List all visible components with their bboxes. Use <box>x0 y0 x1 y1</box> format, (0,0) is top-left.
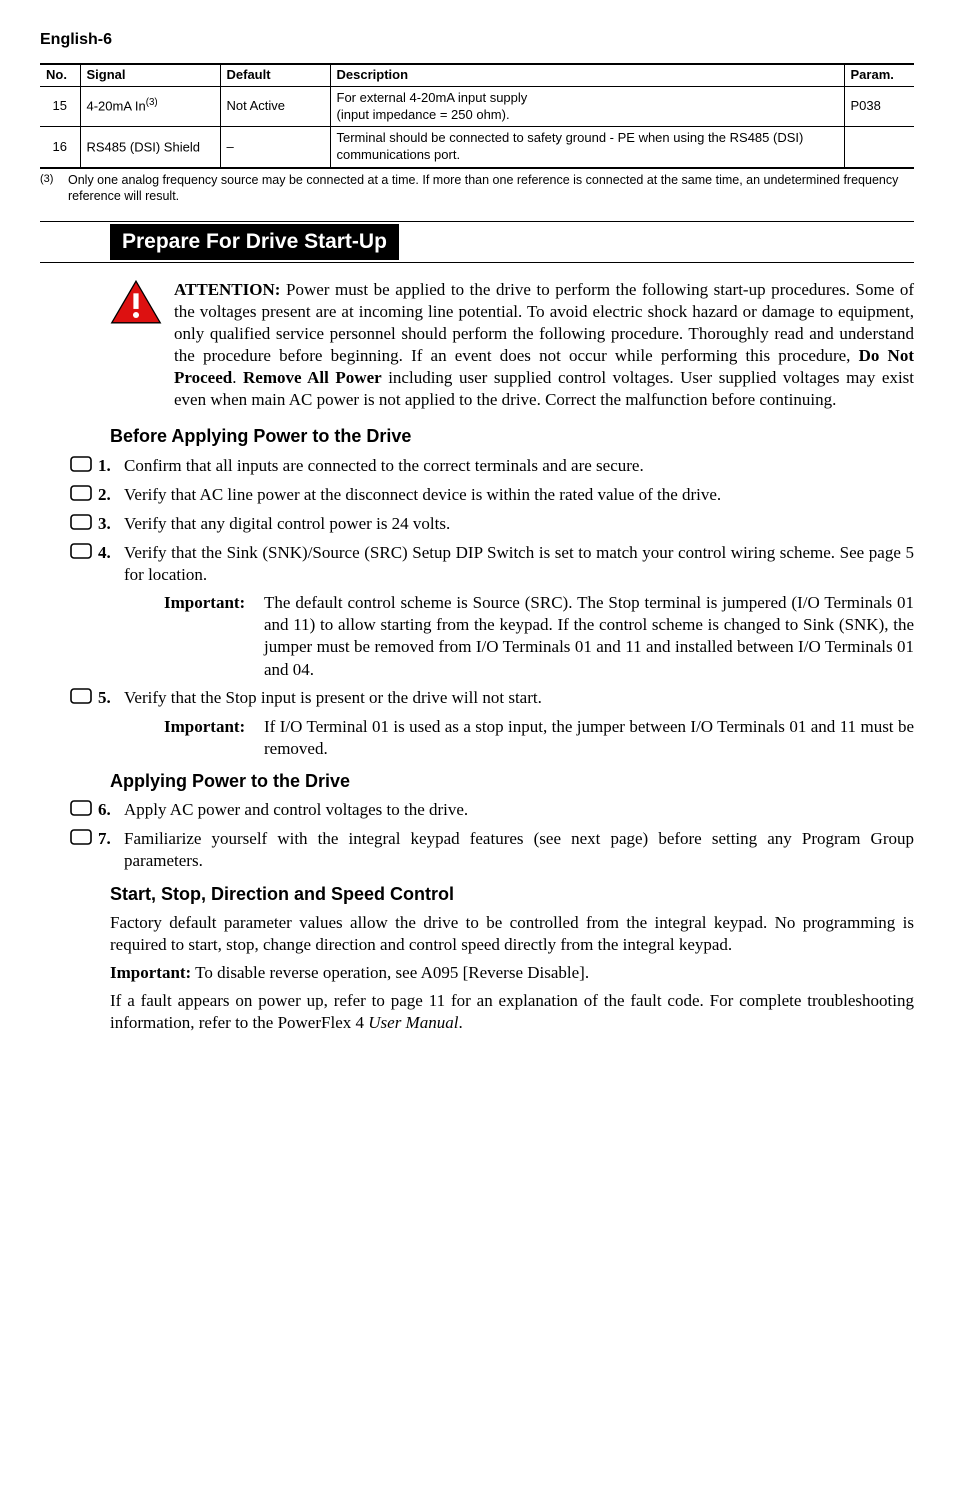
sssc-heading: Start, Stop, Direction and Speed Control <box>110 883 914 906</box>
step-num: 3. <box>98 513 124 536</box>
check-item: 2. Verify that AC line power at the disc… <box>40 484 914 507</box>
cell-signal: RS485 (DSI) Shield <box>80 127 220 168</box>
signal-table: No. Signal Default Description Param. 15… <box>40 63 914 169</box>
check-item: 3. Verify that any digital control power… <box>40 513 914 536</box>
section-title-wrap: Prepare For Drive Start-Up <box>40 221 914 263</box>
checkbox-icon <box>70 484 98 507</box>
table-header-row: No. Signal Default Description Param. <box>40 64 914 86</box>
th-signal: Signal <box>80 64 220 86</box>
important-block: Important: The default control scheme is… <box>164 592 914 680</box>
step-text: Verify that AC line power at the disconn… <box>124 484 914 507</box>
footnote: (3) Only one analog frequency source may… <box>40 173 914 204</box>
step-text: Familiarize yourself with the integral k… <box>124 828 914 872</box>
applying-heading: Applying Power to the Drive <box>110 770 914 793</box>
step-text: Verify that the Sink (SNK)/Source (SRC) … <box>124 542 914 586</box>
checkbox-icon <box>70 513 98 536</box>
checklist-before: 1. Confirm that all inputs are connected… <box>40 455 914 586</box>
checkbox-icon <box>70 455 98 478</box>
th-param: Param. <box>844 64 914 86</box>
th-no: No. <box>40 64 80 86</box>
step-num: 4. <box>98 542 124 586</box>
check-item: 6. Apply AC power and control voltages t… <box>40 799 914 822</box>
check-item: 7. Familiarize yourself with the integra… <box>40 828 914 872</box>
important-label: Important: <box>164 592 264 680</box>
attention-block: ATTENTION: Power must be applied to the … <box>110 279 914 412</box>
step-num: 7. <box>98 828 124 872</box>
important-text: If I/O Terminal 01 is used as a stop inp… <box>264 716 914 760</box>
section-title: Prepare For Drive Start-Up <box>110 224 399 260</box>
important-inline: Important: To disable reverse operation,… <box>110 962 914 984</box>
checklist-apply: 6. Apply AC power and control voltages t… <box>40 799 914 872</box>
checkbox-icon <box>70 799 98 822</box>
cell-no: 15 <box>40 86 80 127</box>
th-default: Default <box>220 64 330 86</box>
attention-text: ATTENTION: Power must be applied to the … <box>174 279 914 412</box>
step-text: Confirm that all inputs are connected to… <box>124 455 914 478</box>
final-para: If a fault appears on power up, refer to… <box>110 990 914 1034</box>
cell-default: Not Active <box>220 86 330 127</box>
checkbox-icon <box>70 687 98 710</box>
important-block: Important: If I/O Terminal 01 is used as… <box>164 716 914 760</box>
footnote-text: Only one analog frequency source may be … <box>68 173 914 204</box>
step-text: Apply AC power and control voltages to t… <box>124 799 914 822</box>
table-row: 16 RS485 (DSI) Shield – Terminal should … <box>40 127 914 168</box>
before-heading: Before Applying Power to the Drive <box>110 425 914 448</box>
step-num: 6. <box>98 799 124 822</box>
sssc-para: Factory default parameter values allow t… <box>110 912 914 956</box>
footnote-num: (3) <box>40 173 68 204</box>
table-row: 15 4-20mA In(3) Not Active For external … <box>40 86 914 127</box>
cell-param <box>844 127 914 168</box>
check-item: 1. Confirm that all inputs are connected… <box>40 455 914 478</box>
cell-default: – <box>220 127 330 168</box>
checklist-step5: 5. Verify that the Stop input is present… <box>40 687 914 710</box>
page-header: English-6 <box>40 30 914 51</box>
cell-description: For external 4-20mA input supply (input … <box>330 86 844 127</box>
th-description: Description <box>330 64 844 86</box>
step-num: 1. <box>98 455 124 478</box>
step-text: Verify that any digital control power is… <box>124 513 914 536</box>
check-item: 5. Verify that the Stop input is present… <box>40 687 914 710</box>
checkbox-icon <box>70 828 98 872</box>
important-text: The default control scheme is Source (SR… <box>264 592 914 680</box>
attention-label: ATTENTION: <box>174 280 280 299</box>
cell-no: 16 <box>40 127 80 168</box>
cell-param: P038 <box>844 86 914 127</box>
step-num: 2. <box>98 484 124 507</box>
cell-description: Terminal should be connected to safety g… <box>330 127 844 168</box>
attention-icon <box>110 279 166 412</box>
cell-signal: 4-20mA In(3) <box>80 86 220 127</box>
important-label: Important: <box>164 716 264 760</box>
checkbox-icon <box>70 542 98 586</box>
check-item: 4. Verify that the Sink (SNK)/Source (SR… <box>40 542 914 586</box>
step-text: Verify that the Stop input is present or… <box>124 687 914 710</box>
step-num: 5. <box>98 687 124 710</box>
